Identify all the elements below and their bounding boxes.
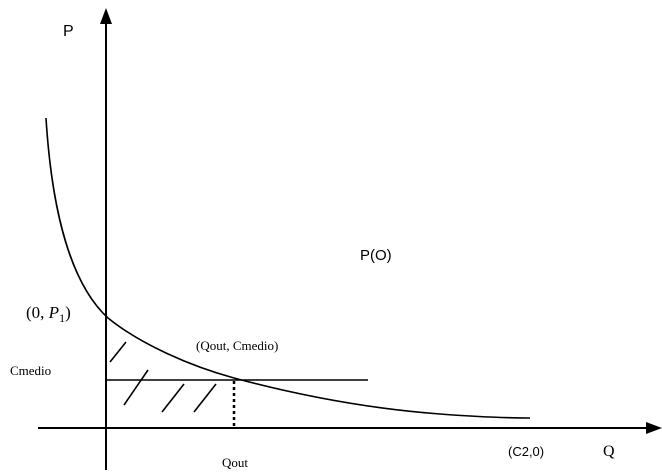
x-intercept-label: (C2,0) (508, 444, 544, 459)
y-intercept-label: (0, P1) (26, 303, 71, 325)
y-intercept-var: P (48, 303, 59, 322)
x-axis-arrowhead (646, 422, 662, 434)
qout-label: Qout (222, 455, 248, 470)
y-axis-arrowhead (100, 8, 112, 24)
hatched-area (109, 341, 217, 413)
y-axis-label: P (63, 23, 74, 40)
cmedio-label: Cmedio (10, 363, 51, 378)
hatch-line-1 (109, 341, 127, 363)
y-intercept-prefix: (0, (26, 303, 49, 322)
intersection-label: (Qout, Cmedio) (196, 338, 278, 353)
hatch-line-2 (123, 369, 149, 406)
curve-label: P(O) (360, 247, 392, 264)
y-intercept-suffix: ) (65, 303, 71, 322)
demand-curve (45, 117, 531, 419)
hatch-line-3 (161, 383, 185, 413)
x-axis-label: Q (603, 443, 615, 460)
hatch-line-4 (193, 383, 217, 413)
y-intercept-sub: 1 (59, 311, 65, 325)
